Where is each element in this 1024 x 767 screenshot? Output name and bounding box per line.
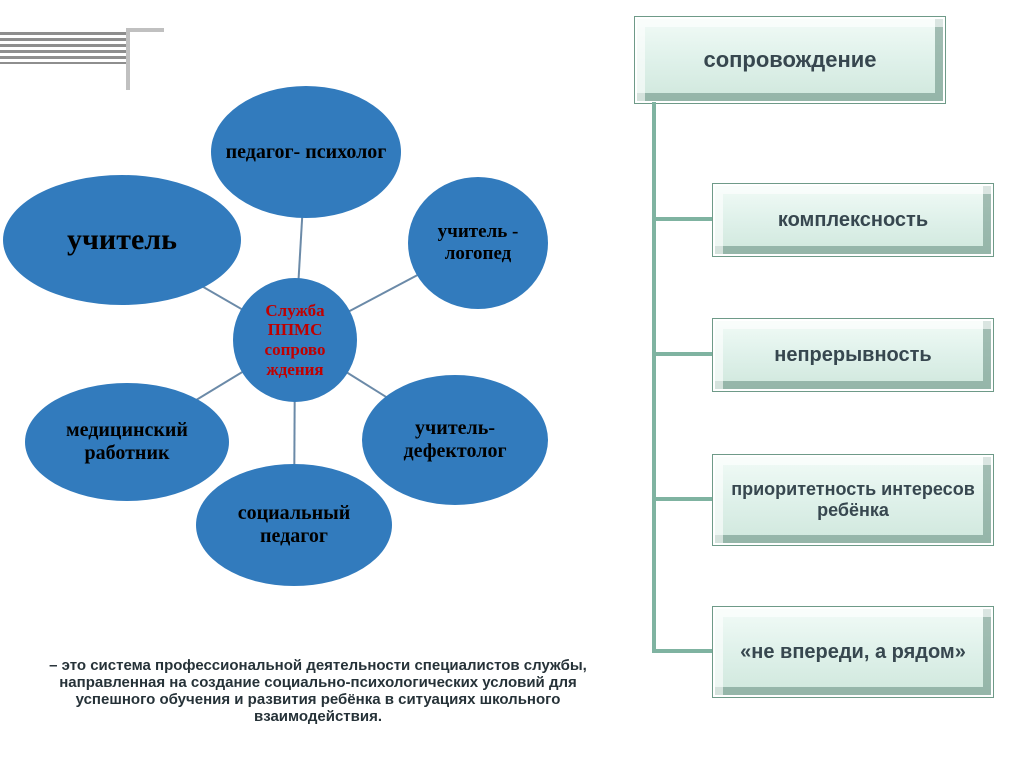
mindmap-satellite: педагог- психолог: [211, 86, 401, 218]
mindmap-satellite: социальный педагог: [196, 464, 392, 586]
tree-spur: [652, 497, 712, 501]
mindmap-satellite: учитель: [3, 175, 241, 305]
node-label: педагог- психолог: [218, 137, 395, 168]
node-label: учитель- дефектолог: [362, 413, 548, 467]
hierarchy-item: приоритетность интересов ребёнка: [712, 454, 994, 546]
corner-stripes: [0, 32, 130, 64]
mindmap-satellite: медицинский работник: [25, 383, 229, 501]
tree-spur: [652, 352, 712, 356]
mindmap-satellite: учитель - логопед: [408, 177, 548, 309]
footer-description: – это система профессиональной деятельно…: [18, 657, 618, 725]
corner-bracket: [126, 28, 164, 90]
node-label: медицинский работник: [25, 415, 229, 469]
hierarchy-item: непрерывность: [712, 318, 994, 392]
tree-spur: [652, 217, 712, 221]
bevel-label: сопровождение: [689, 47, 890, 73]
bevel-label: «не впереди, а рядом»: [726, 641, 980, 664]
hierarchy-item: комплексность: [712, 183, 994, 257]
mindmap-center: Служба ППМС сопрово ждения: [233, 278, 357, 402]
bevel-label: комплексность: [764, 209, 942, 232]
tree-spur: [652, 649, 712, 653]
node-label: учитель - логопед: [408, 217, 548, 269]
hierarchy-root: сопровождение: [634, 16, 946, 104]
node-label: Служба ППМС сопрово ждения: [233, 297, 357, 383]
node-label: учитель: [59, 219, 185, 262]
node-label: социальный педагог: [196, 498, 392, 552]
hierarchy-item: «не впереди, а рядом»: [712, 606, 994, 698]
bevel-label: непрерывность: [760, 344, 945, 367]
bevel-label: приоритетность интересов ребёнка: [713, 479, 993, 521]
tree-trunk: [652, 102, 656, 651]
mindmap-satellite: учитель- дефектолог: [362, 375, 548, 505]
